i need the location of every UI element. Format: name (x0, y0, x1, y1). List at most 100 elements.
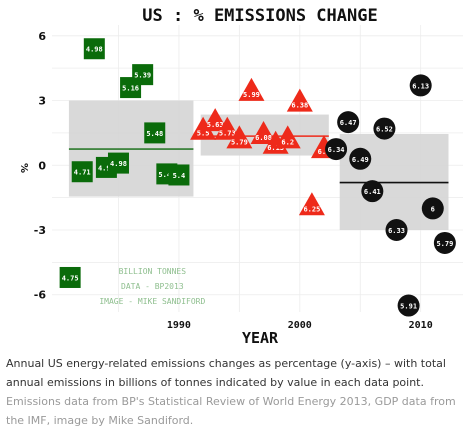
circle-marker (409, 74, 432, 97)
data-label: 6.08 (255, 134, 272, 142)
data-point: 5.48 (144, 122, 166, 144)
triangle-marker (298, 192, 325, 216)
data-point: 5.39 (132, 64, 154, 86)
y-axis-label: % (18, 163, 29, 173)
data-point: 5.91 (397, 294, 420, 317)
data-point: 5.79 (433, 231, 456, 254)
data-label: 6.52 (376, 126, 393, 134)
data-point: 6.2 (274, 125, 301, 149)
circle-marker (337, 111, 360, 134)
x-axis-label: YEAR (242, 329, 279, 347)
data-label: 6.47 (340, 119, 357, 127)
data-label: 4.71 (74, 169, 91, 177)
data-label: 6.3 (318, 148, 331, 156)
data-point: 6.34 (325, 138, 348, 161)
data-point: 6.49 (349, 147, 372, 170)
data-label: 6.41 (364, 188, 381, 196)
square-marker (132, 64, 154, 86)
data-point: 6.52 (373, 117, 396, 140)
data-label: 4.98 (86, 46, 103, 54)
data-point: 4.98 (83, 38, 105, 60)
data-label: 5.63 (207, 121, 224, 129)
data-label: 5.4 (173, 172, 186, 180)
data-label: 6.34 (328, 146, 345, 154)
data-point: 4.75 (59, 266, 81, 288)
data-point: 6.33 (385, 219, 408, 241)
data-point: 6.08 (250, 121, 277, 145)
data-point: 6.25 (298, 192, 325, 216)
caption-text: Annual US energy-related emissions chang… (6, 357, 446, 389)
data-point: 5.5 (190, 116, 217, 140)
data-label: 5.39 (134, 72, 151, 80)
triangle-marker (250, 121, 277, 145)
data-point: 6.13 (409, 74, 432, 97)
square-marker (168, 164, 190, 186)
annotation-line: DATA - BP2013 (121, 282, 184, 291)
triangle-marker (214, 116, 241, 140)
data-label: 6.13 (412, 82, 429, 90)
data-points: 4.754.714.984.974.985.165.395.485.445.45… (59, 38, 456, 317)
data-point: 6.47 (337, 111, 360, 134)
y-tick-label: 0 (38, 159, 46, 172)
data-label: 4.75 (62, 274, 79, 282)
data-point: 5.79 (226, 125, 253, 149)
data-point: 6 (421, 197, 444, 220)
y-tick-label: 3 (38, 95, 46, 108)
data-label: 5.48 (146, 130, 163, 138)
circle-marker (385, 219, 408, 241)
data-label: 4.97 (98, 164, 115, 172)
data-point: 5.99 (238, 77, 265, 101)
data-label: 6 (431, 205, 435, 213)
data-label: 5.16 (122, 85, 139, 93)
square-marker (59, 266, 81, 288)
triangle-marker (202, 108, 229, 132)
data-point: 6.41 (361, 180, 384, 203)
data-point: 4.98 (107, 152, 129, 174)
x-tick-label: 2010 (409, 320, 433, 331)
square-marker (107, 152, 129, 174)
circle-marker (421, 197, 444, 220)
caption-credit: Emissions data from BP's Statistical Rev… (6, 395, 456, 427)
data-label: 6.49 (352, 156, 369, 164)
square-marker (71, 161, 93, 183)
tick-labels: 6 3 0 -3 -6 1990 2000 2010 (34, 30, 433, 331)
data-label: 5.91 (400, 303, 417, 311)
triangle-marker (286, 88, 313, 112)
y-tick-label: -3 (34, 224, 46, 237)
square-marker (83, 38, 105, 60)
data-point: 5.4 (168, 164, 190, 186)
x-tick-label: 1990 (167, 320, 191, 331)
annotation-line: BILLION TONNES (119, 267, 187, 276)
circle-marker (397, 294, 420, 317)
data-label: 6.33 (388, 227, 405, 235)
circle-marker (349, 147, 372, 170)
data-point: 5.63 (202, 108, 229, 132)
emissions-chart: 4.75 4.71 4.98 4.97 4.98 5.16 5.39 5.48 5.44 5.4 5… (18, 6, 463, 347)
data-label: 5.79 (231, 138, 248, 146)
annotation-line: IMAGE - MIKE SANDIFORD (99, 297, 205, 306)
circle-marker (361, 180, 384, 203)
x-tick-label: 2000 (288, 320, 312, 331)
data-label: 6.25 (303, 205, 320, 213)
chart-title: US : % EMISSIONS CHANGE (142, 6, 377, 26)
circle-marker (433, 231, 456, 254)
data-point: 5.73 (214, 116, 241, 140)
data-label: 5.44 (158, 171, 175, 179)
data-label: 6.38 (291, 102, 308, 110)
data-label: 5.5 (197, 130, 210, 138)
y-tick-label: -6 (34, 289, 47, 302)
circle-marker (325, 138, 348, 161)
triangle-marker (238, 77, 265, 101)
y-tick-label: 6 (38, 30, 46, 43)
circle-marker (373, 117, 396, 140)
data-label: 5.99 (243, 91, 260, 99)
chart-svg: 4.754.714.984.974.985.165.395.485.445.45… (18, 6, 463, 347)
data-label: 5.73 (219, 130, 236, 138)
square-marker (144, 122, 166, 144)
triangle-marker (226, 125, 253, 149)
data-point: 6.38 (286, 88, 313, 112)
source-annotation: BILLION TONNES DATA - BP2013 IMAGE - MIKE … (99, 267, 205, 306)
triangle-marker (190, 116, 217, 140)
data-label: 5.79 (436, 240, 453, 248)
triangle-marker (274, 125, 301, 149)
